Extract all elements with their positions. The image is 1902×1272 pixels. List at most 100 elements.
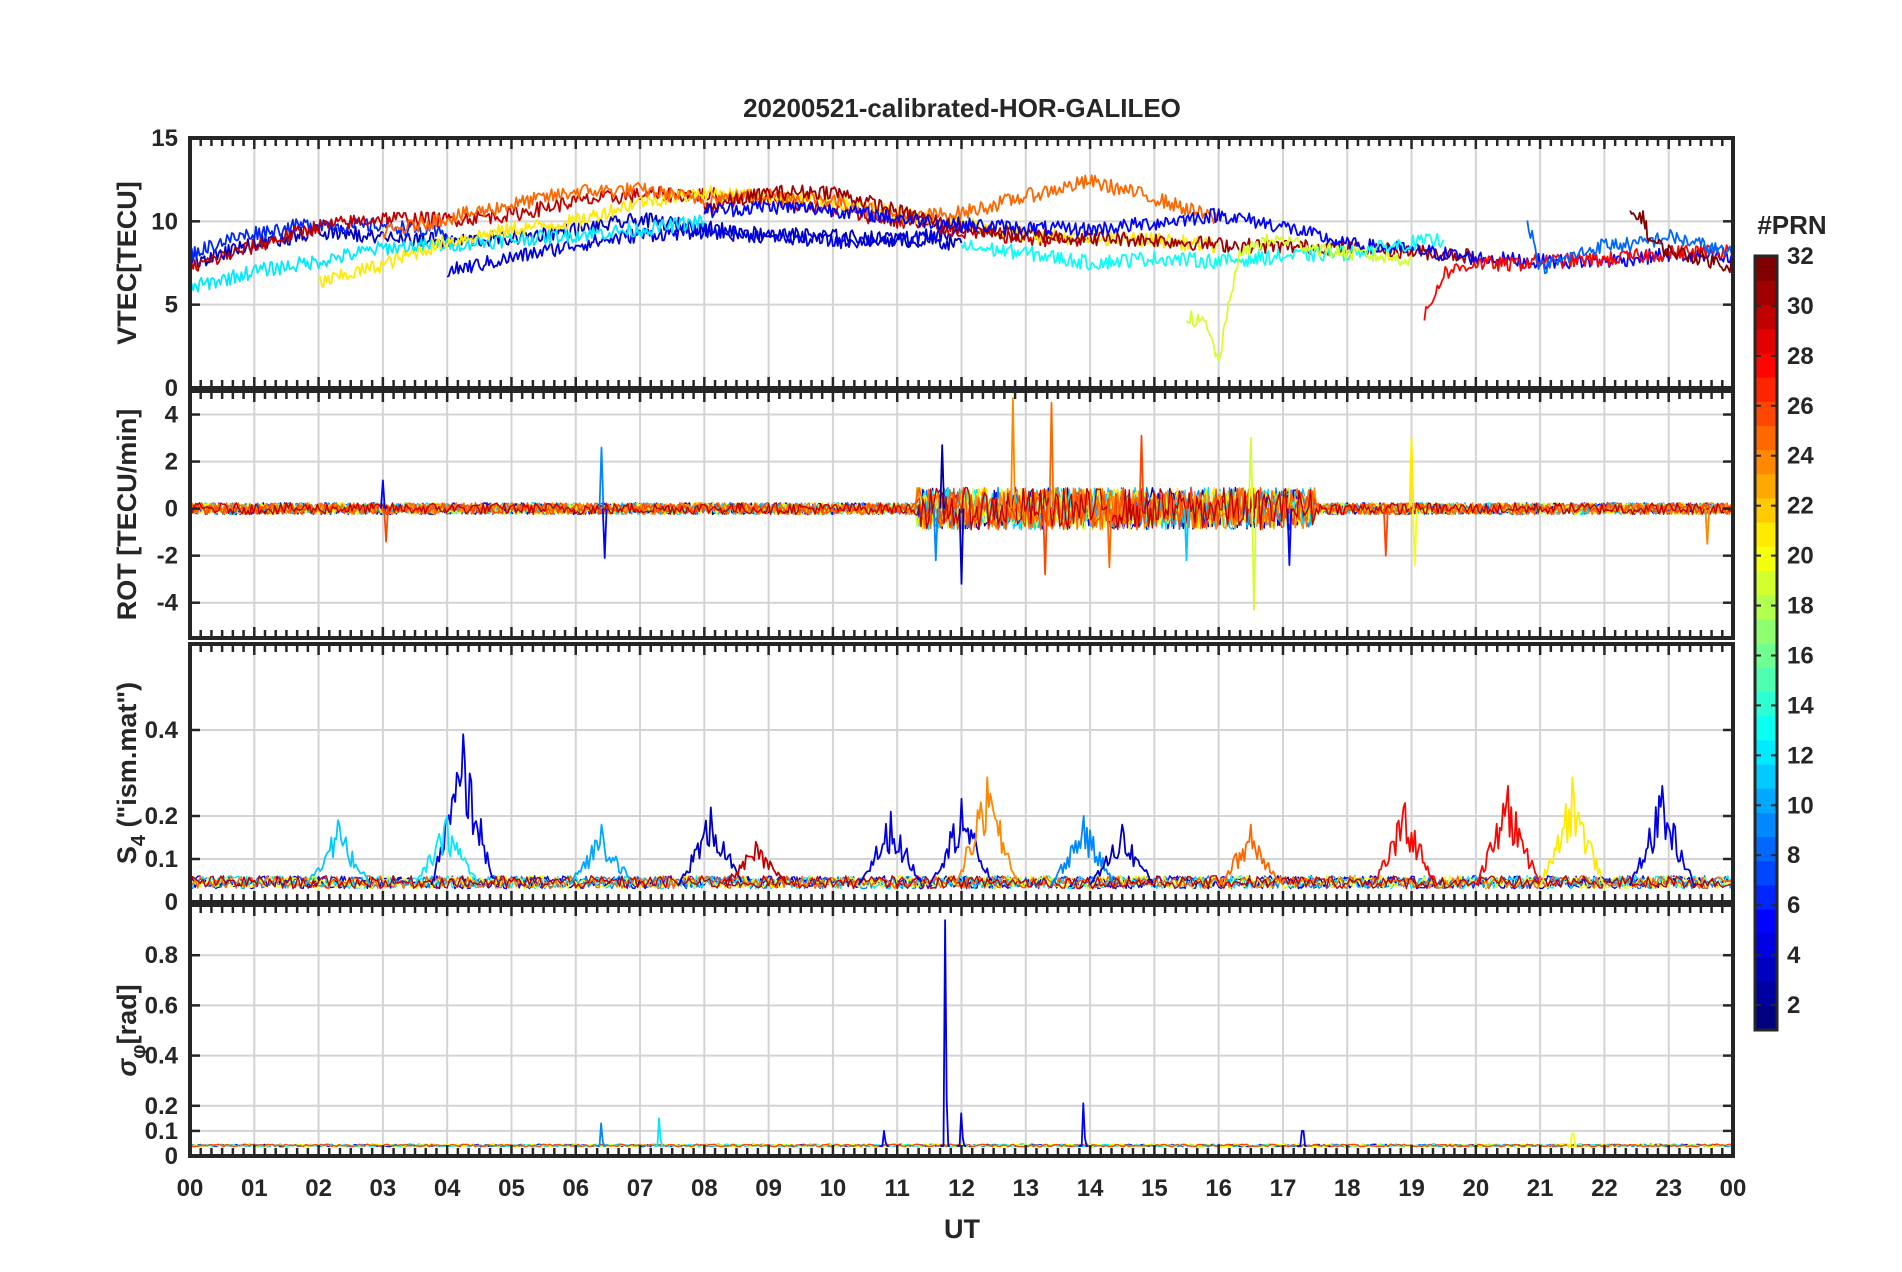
colorbar-tick-label: 4 <box>1787 942 1801 969</box>
sigma-peak-prn-20 <box>1567 1132 1577 1147</box>
chart-title: 20200521-calibrated-HOR-GALILEO <box>743 93 1181 123</box>
s4-peak-prn-25 <box>1217 823 1284 886</box>
colorbar-segment <box>1755 594 1777 620</box>
rot-ylabel: ROT [TECU/min] <box>112 409 142 620</box>
sigma-ytick-label: 0 <box>165 1143 178 1170</box>
rot-spike <box>1704 508 1711 545</box>
vtec-series-prn-8 <box>1526 220 1733 275</box>
colorbar-tick-label: 14 <box>1787 692 1814 719</box>
s4-peak-prn-10 <box>568 823 633 886</box>
panel-sigma: 00.10.2 0.4 0.6 0.8 σφ[rad] <box>112 903 1735 1170</box>
s4-ylabel: S4 ("ism.mat") <box>112 682 150 864</box>
vtec-data <box>190 174 1733 362</box>
colorbar-segment <box>1755 957 1777 983</box>
colorbar-segment <box>1755 643 1777 668</box>
s4-peak-prn-21 <box>1539 776 1606 886</box>
colorbar-segment <box>1755 304 1777 330</box>
sigma-peak-prn-5 <box>1297 1130 1307 1147</box>
rot-spike <box>933 508 939 562</box>
colorbar-tick-label: 22 <box>1787 493 1814 520</box>
x-tick-label: 04 <box>434 1175 461 1202</box>
rot-spike <box>1010 397 1016 509</box>
x-tick-label: 14 <box>1077 1175 1104 1202</box>
sigma-ylabel-rest: [rad] <box>112 984 142 1044</box>
colorbar-segment <box>1755 1005 1777 1031</box>
x-tick-label: 01 <box>241 1175 268 1202</box>
colorbar-frame <box>1753 254 1779 1032</box>
s4-ytick-label: 0.1 <box>145 846 178 873</box>
s4-ytick-label: 0 <box>165 889 178 916</box>
rot-spike <box>1251 508 1257 611</box>
rot-spike <box>601 508 608 559</box>
sigma-ylabel-sub: φ <box>128 1044 150 1058</box>
rot-spike <box>1408 437 1415 509</box>
colorbar-segment <box>1755 352 1777 378</box>
colorbar-segment <box>1755 739 1777 765</box>
x-tick-label: 10 <box>820 1175 847 1202</box>
s4-peak-prn-28 <box>1372 802 1439 886</box>
x-axis-label: UT <box>944 1214 980 1244</box>
colorbar-segment <box>1755 860 1777 886</box>
rot-ytick-label: 0 <box>165 496 178 523</box>
sigma-series-prn-20 <box>190 1143 1733 1148</box>
s4-peak-prn-24 <box>954 776 1019 886</box>
colorbar-tick-label: 16 <box>1787 642 1814 669</box>
colorbar-segment <box>1755 618 1777 644</box>
x-tick-label: 19 <box>1398 1175 1425 1202</box>
sigma-grid <box>190 905 1733 1156</box>
rot-spike <box>383 508 389 543</box>
sigma-ytick-label: 0.6 <box>145 992 178 1019</box>
sigma-peak-prn-5 <box>1078 1102 1089 1147</box>
colorbar-segment <box>1755 763 1777 789</box>
s4-series-prn-12 <box>190 875 1733 890</box>
sigma-peak-prn-5 <box>879 1130 889 1147</box>
colorbar-segment <box>1755 570 1777 596</box>
colorbar-segment <box>1755 522 1777 547</box>
x-tick-label: 05 <box>498 1175 525 1202</box>
vtec-ticks <box>188 136 1735 390</box>
colorbar-tick-label: 10 <box>1787 792 1814 819</box>
colorbar-tick-label: 2 <box>1787 992 1800 1019</box>
colorbar-tick-label: 18 <box>1787 593 1814 620</box>
s4-ticks <box>188 644 1735 904</box>
x-tick-label: 22 <box>1591 1175 1618 1202</box>
s4-peak-prn-30 <box>722 840 787 886</box>
colorbar-tick-label: 8 <box>1787 842 1800 869</box>
colorbar-segment <box>1755 909 1777 934</box>
rot-spike <box>1106 508 1113 569</box>
x-tick-label: 12 <box>948 1175 975 1202</box>
colorbar-segment <box>1755 280 1777 305</box>
rot-ytick-label: -2 <box>157 543 178 570</box>
x-tick-label: 15 <box>1141 1175 1168 1202</box>
colorbar-segment <box>1755 497 1777 523</box>
vtec-series-prn-4 <box>446 223 963 278</box>
colorbar-tick-label: 12 <box>1787 742 1814 769</box>
x-tick-label: 06 <box>562 1175 589 1202</box>
sigma-peak-prn-9 <box>596 1122 606 1147</box>
sigma-ytick-label: 0.2 <box>145 1093 178 1120</box>
colorbar-segment <box>1755 473 1777 499</box>
rot-spike <box>1286 508 1293 566</box>
rot-ticks <box>188 391 1735 638</box>
colorbar-segment <box>1755 667 1777 692</box>
colorbar-segment <box>1755 328 1777 354</box>
colorbar-segment <box>1755 449 1777 475</box>
colorbar-segment <box>1755 376 1777 402</box>
colorbar-tick-label: 20 <box>1787 543 1814 570</box>
x-tick-label: 13 <box>1012 1175 1039 1202</box>
s4-peak-prn-4 <box>1629 785 1696 886</box>
x-tick-label: 18 <box>1334 1175 1361 1202</box>
colorbar-segment <box>1755 981 1777 1007</box>
sigma-ticks <box>188 905 1735 1158</box>
vtec-series-prn-30 <box>190 186 1091 272</box>
s4-peak-prn-4 <box>928 797 993 886</box>
s4-peak-prn-3 <box>677 806 743 886</box>
colorbar-segment <box>1755 884 1777 910</box>
rot-series-prn-26 <box>190 487 1732 531</box>
vtec-ylabel: VTEC[TECU] <box>112 181 142 345</box>
vtec-ytick-label: 0 <box>165 375 178 402</box>
x-tick-label: 17 <box>1270 1175 1297 1202</box>
